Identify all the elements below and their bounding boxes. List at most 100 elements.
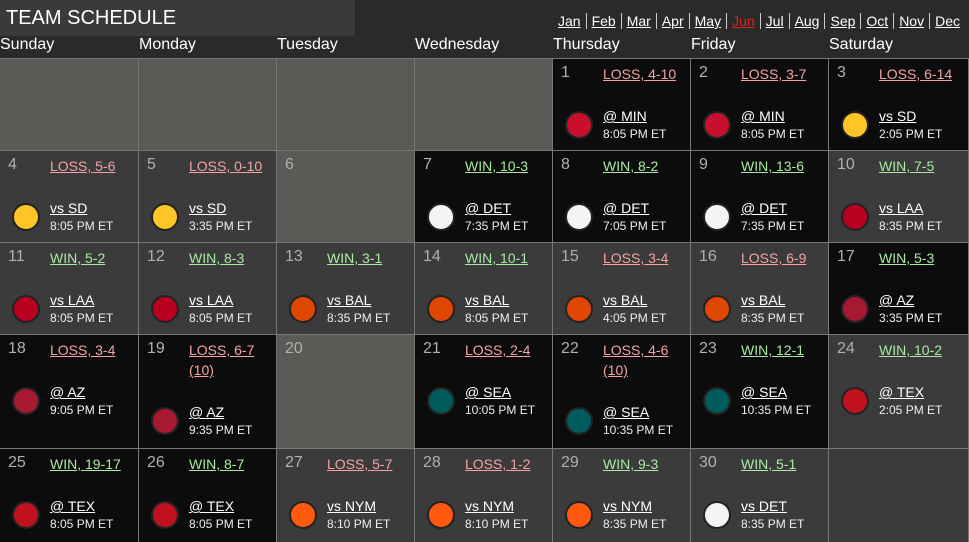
opponent[interactable]: vs SD [841, 106, 963, 139]
game-info: LOSS, 6-9 vs BAL 8:35 PM ET [703, 248, 825, 326]
day-cell: 14 WIN, 10-1 vs BAL 8:05 PM ET [415, 242, 553, 334]
opponent[interactable]: @ DET [427, 198, 549, 231]
game-result[interactable]: WIN, 12-1 [741, 342, 805, 358]
game-result[interactable]: LOSS, 5-7 [327, 456, 393, 472]
weekday-header: Monday [139, 36, 196, 53]
game-result[interactable]: LOSS, 5-6 [50, 158, 116, 174]
month-link[interactable]: Oct [860, 13, 893, 29]
game-result[interactable]: WIN, 10-1 [465, 250, 529, 266]
month-link[interactable]: Apr [655, 13, 689, 29]
month-link[interactable]: Jul [759, 13, 789, 29]
game-result[interactable]: LOSS, 3-4 [603, 250, 669, 266]
opponent[interactable]: vs NYM [427, 496, 549, 529]
opponent[interactable]: vs BAL [703, 290, 825, 323]
opponent[interactable]: @ MIN [565, 106, 687, 139]
game-result[interactable]: WIN, 5-3 [879, 250, 935, 266]
game-result[interactable]: WIN, 5-2 [50, 250, 106, 266]
opponent[interactable]: @ DET [703, 198, 825, 231]
month-link[interactable]: Jun [726, 13, 760, 29]
game-result[interactable]: WIN, 9-3 [603, 456, 659, 472]
team-logo [703, 295, 731, 323]
opponent[interactable]: @ AZ [151, 402, 273, 435]
game-result[interactable]: WIN, 8-2 [603, 158, 659, 174]
game-result[interactable]: LOSS, 3-4 [50, 342, 116, 358]
month-link[interactable]: Dec [929, 13, 965, 29]
game-result[interactable]: LOSS, 2-4 [465, 342, 531, 358]
opponent[interactable]: @ TEX [841, 382, 963, 415]
opponent[interactable]: vs NYM [289, 496, 411, 529]
game-result[interactable]: WIN, 8-3 [189, 250, 245, 266]
opponent[interactable]: @ TEX [151, 496, 273, 529]
logo-shape [565, 111, 593, 139]
opponent[interactable]: @ MIN [703, 106, 825, 139]
day-cell: 28 LOSS, 1-2 vs NYM 8:10 PM ET [415, 448, 553, 542]
opponent[interactable]: @ DET [565, 198, 687, 231]
game-result[interactable]: LOSS, 6-14 [879, 66, 953, 82]
game-result[interactable]: WIN, 13-6 [741, 158, 805, 174]
month-link[interactable]: Jan [558, 13, 581, 29]
opponent[interactable]: vs SD [151, 198, 273, 231]
opponent[interactable]: vs BAL [289, 290, 411, 323]
game-time: 8:05 PM ET [50, 311, 114, 325]
game-result[interactable]: WIN, 8-7 [189, 456, 245, 472]
game-info: WIN, 10-1 vs BAL 8:05 PM ET [427, 248, 549, 326]
game-result[interactable]: WIN, 5-1 [741, 456, 797, 472]
month-link[interactable]: Mar [620, 13, 656, 29]
game-result[interactable]: WIN, 19-17 [50, 456, 121, 472]
game-time: 7:35 PM ET [465, 219, 529, 233]
day-cell: 9 WIN, 13-6 @ DET 7:35 PM ET [691, 150, 829, 242]
game-result[interactable]: LOSS, 3-7 [741, 66, 807, 82]
opponent[interactable]: vs BAL [565, 290, 687, 323]
opponent[interactable]: @ SEA [703, 382, 825, 415]
logo-shape [841, 111, 869, 139]
game-result[interactable]: LOSS, 4-10 [603, 66, 677, 82]
month-link[interactable]: Feb [585, 13, 621, 29]
logo-shape [12, 295, 40, 323]
game-result[interactable]: WIN, 3-1 [327, 250, 383, 266]
game-result[interactable]: WIN, 7-5 [879, 158, 935, 174]
game-result[interactable]: LOSS, 6-9 [741, 250, 807, 266]
opponent[interactable]: vs LAA [12, 290, 134, 323]
month-link[interactable]: Aug [788, 13, 825, 29]
opponent[interactable]: vs LAA [151, 290, 273, 323]
day-cell: 8 WIN, 8-2 @ DET 7:05 PM ET [553, 150, 691, 242]
weekday-header: Saturday [829, 36, 894, 53]
game-result[interactable]: LOSS, 1-2 [465, 456, 531, 472]
team-logo [841, 387, 869, 415]
opponent[interactable]: @ AZ [841, 290, 963, 323]
month-link[interactable]: May [688, 13, 726, 29]
day-cell: 18 LOSS, 3-4 @ AZ 9:05 PM ET [0, 334, 139, 448]
opponent[interactable]: vs BAL [427, 290, 549, 323]
opponent[interactable]: @ SEA [427, 382, 549, 415]
calendar: Sunday Monday Tuesday Wednesday Thursday Frid… [0, 36, 969, 542]
day-cell [415, 58, 553, 150]
team-logo [151, 407, 179, 435]
opponent[interactable]: vs LAA [841, 198, 963, 231]
opponent[interactable]: vs DET [703, 496, 825, 529]
month-link[interactable]: Sep [824, 13, 860, 29]
game-info: WIN, 10-2 @ TEX 2:05 PM ET [841, 340, 963, 418]
opponent[interactable]: vs SD [12, 198, 134, 231]
game-result[interactable]: LOSS, 4-6 (10) [603, 342, 669, 378]
game-result[interactable]: LOSS, 0-10 [189, 158, 263, 174]
day-cell: 7 WIN, 10-3 @ DET 7:35 PM ET [415, 150, 553, 242]
game-info: WIN, 7-5 vs LAA 8:35 PM ET [841, 156, 963, 234]
day-number: 19 [147, 340, 165, 357]
team-logo [289, 295, 317, 323]
game-result[interactable]: WIN, 10-2 [879, 342, 943, 358]
day-cell: 23 WIN, 12-1 @ SEA 10:35 PM ET [691, 334, 829, 448]
game-result[interactable]: LOSS, 6-7 (10) [189, 342, 255, 378]
game-info: LOSS, 3-4 @ AZ 9:05 PM ET [12, 340, 134, 418]
game-info: LOSS, 2-4 @ SEA 10:05 PM ET [427, 340, 549, 418]
opponent[interactable]: @ TEX [12, 496, 134, 529]
opponent[interactable]: @ SEA [565, 402, 687, 435]
opponent[interactable]: @ AZ [12, 382, 134, 415]
month-link[interactable]: Nov [893, 13, 929, 29]
opponent[interactable]: vs NYM [565, 496, 687, 529]
game-time: 8:35 PM ET [741, 517, 805, 531]
day-number: 14 [423, 248, 441, 265]
game-time: 8:10 PM ET [465, 517, 529, 531]
game-result[interactable]: WIN, 10-3 [465, 158, 529, 174]
game-info: LOSS, 3-7 @ MIN 8:05 PM ET [703, 64, 825, 142]
logo-shape [289, 501, 317, 529]
